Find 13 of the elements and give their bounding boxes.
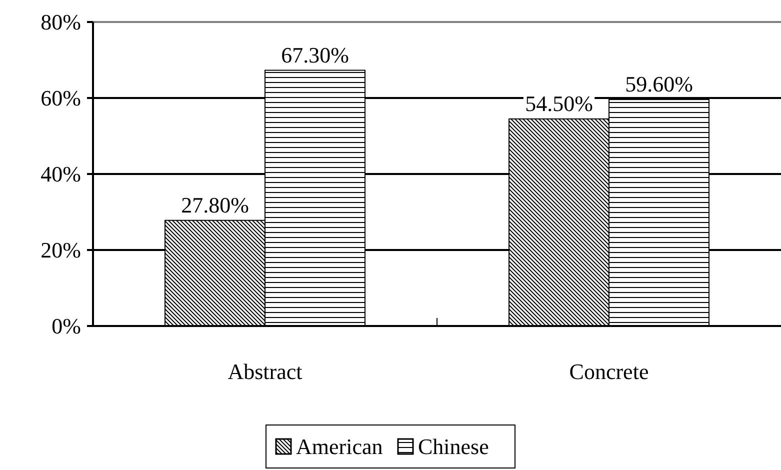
y-tick-label: 0%: [52, 314, 81, 339]
y-tick-label: 60%: [40, 86, 81, 111]
data-label: 27.80%: [181, 192, 249, 218]
y-tick-label: 20%: [40, 238, 81, 263]
x-tick-label: Abstract: [228, 359, 302, 384]
data-label: 54.50%: [525, 90, 593, 116]
y-tick-label: 40%: [40, 162, 81, 187]
x-tick-label: Concrete: [569, 359, 649, 384]
data-label: 67.30%: [281, 42, 349, 68]
legend-label: American: [296, 434, 383, 459]
data-label: 59.60%: [625, 72, 693, 97]
y-tick-label: 80%: [40, 10, 81, 35]
legend-label: Chinese: [418, 434, 489, 459]
